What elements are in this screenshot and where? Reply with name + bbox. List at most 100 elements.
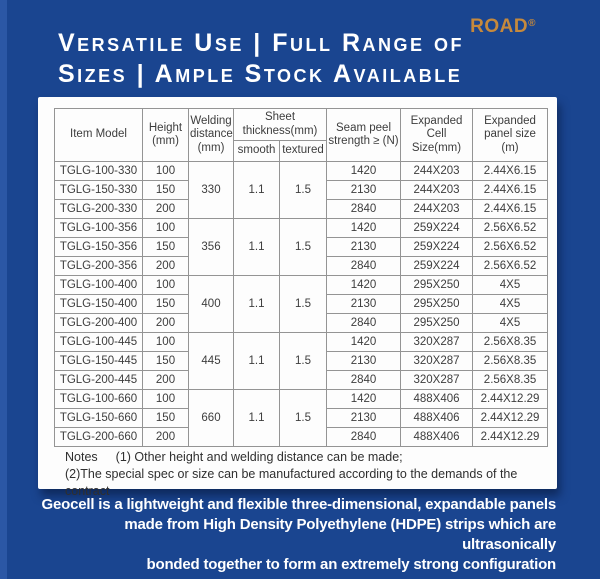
cell-thickness-textured: 1.5 [278, 389, 328, 447]
table-row: TGLG-200-660 200 2840 488X406 2.44X12.29 [54, 427, 549, 447]
cell-seam-peel-strength: 2130 [326, 408, 402, 428]
title-line-1: Versatile Use | Full Range of [58, 29, 464, 57]
caption-line-1: Geocell is a lightweight and flexible th… [41, 496, 557, 513]
cell-seam-peel-strength: 2840 [326, 427, 402, 447]
cell-seam-peel-strength: 1420 [326, 332, 402, 352]
brand-name: ROAD [470, 16, 529, 37]
notes-label: Notes [65, 450, 98, 464]
cell-thickness-textured: 1.5 [278, 332, 328, 390]
cell-expanded-cell-size: 488X406 [400, 408, 474, 428]
cell-welding-distance: 330 [188, 161, 234, 219]
cell-height: 100 [142, 161, 189, 181]
cell-thickness-smooth: 1.1 [233, 275, 280, 333]
table-row: TGLG-100-330 100 330 1.1 1.5 1420 244X203 2.44X… [54, 161, 549, 219]
cell-seam-peel-strength: 1420 [326, 161, 402, 181]
cell-item-model: TGLG-100-330 [54, 161, 143, 181]
cell-thickness-smooth: 1.1 [233, 389, 280, 447]
cell-height: 200 [142, 427, 189, 447]
cell-height: 150 [142, 408, 189, 428]
registered-trademark-symbol: ® [528, 18, 536, 29]
cell-welding-distance: 356 [188, 218, 234, 276]
spec-panel: Item Model Height (mm) Welding distance … [38, 97, 557, 498]
cell-height: 100 [142, 218, 189, 238]
cell-item-model: TGLG-150-400 [54, 294, 143, 314]
cell-item-model: TGLG-200-445 [54, 370, 143, 390]
cell-welding-distance: 445 [188, 332, 234, 390]
cell-expanded-cell-size: 320X287 [400, 370, 474, 390]
cell-height: 100 [142, 332, 189, 352]
cell-item-model: TGLG-100-356 [54, 218, 143, 238]
cell-expanded-panel-size: 2.44X12.29 [472, 389, 549, 409]
col-header-height: Height (mm) [142, 108, 189, 162]
col-header-sheet-thickness: Sheet thickness(mm) [232, 108, 328, 141]
cell-thickness-smooth: 1.1 [233, 161, 280, 219]
cell-seam-peel-strength: 2840 [326, 370, 402, 390]
table-row: TGLG-100-356 100 356 1.1 1.5 1420 259X224 2.56X… [54, 218, 549, 276]
cell-thickness-smooth: 1.1 [233, 218, 280, 276]
cell-expanded-cell-size: 320X287 [400, 351, 474, 371]
cell-expanded-panel-size: 2.56X8.35 [472, 351, 549, 371]
col-header-seam-peel-strength: Seam peel strength ≥ (N) [326, 108, 402, 162]
cell-height: 100 [142, 275, 189, 295]
cell-item-model: TGLG-200-330 [54, 199, 143, 219]
cell-expanded-panel-size: 2.44X6.15 [472, 161, 549, 181]
cell-expanded-panel-size: 4X5 [472, 294, 549, 314]
cell-expanded-cell-size: 244X203 [400, 199, 474, 219]
cell-thickness-textured: 1.5 [278, 275, 328, 333]
cell-height: 200 [142, 313, 189, 333]
table-row: TGLG-150-330 150 2130 244X203 2.44X6.15 [54, 180, 549, 200]
cell-item-model: TGLG-150-660 [54, 408, 143, 428]
notes-line-2: (2)The special spec or size can be manuf… [65, 467, 518, 498]
cell-seam-peel-strength: 2840 [326, 256, 402, 276]
cell-expanded-cell-size: 259X224 [400, 218, 474, 238]
cell-seam-peel-strength: 1420 [326, 389, 402, 409]
cell-expanded-cell-size: 244X203 [400, 161, 474, 181]
cell-expanded-panel-size: 2.56X6.52 [472, 256, 549, 276]
table-row: TGLG-150-356 150 2130 259X224 2.56X6.52 [54, 237, 549, 257]
col-header-textured: textured [278, 140, 328, 162]
cell-height: 200 [142, 199, 189, 219]
cell-height: 150 [142, 351, 189, 371]
cell-expanded-cell-size: 259X224 [400, 256, 474, 276]
table-row: TGLG-100-660 100 660 1.1 1.5 1420 488X406 2.44X… [54, 389, 549, 447]
page-title: Versatile Use | Full Range of Sizes | Am… [58, 28, 464, 90]
table-row: TGLG-200-356 200 2840 259X224 2.56X6.52 [54, 256, 549, 276]
cell-expanded-cell-size: 244X203 [400, 180, 474, 200]
cell-seam-peel-strength: 2130 [326, 351, 402, 371]
cell-item-model: TGLG-200-660 [54, 427, 143, 447]
cell-expanded-panel-size: 4X5 [472, 275, 549, 295]
cell-item-model: TGLG-100-445 [54, 332, 143, 352]
cell-item-model: TGLG-150-445 [54, 351, 143, 371]
cell-welding-distance: 660 [188, 389, 234, 447]
cell-expanded-cell-size: 259X224 [400, 237, 474, 257]
cell-height: 100 [142, 389, 189, 409]
table-row: TGLG-150-400 150 2130 295X250 4X5 [54, 294, 549, 314]
cell-seam-peel-strength: 1420 [326, 218, 402, 238]
cell-expanded-cell-size: 295X250 [400, 313, 474, 333]
col-header-smooth: smooth [233, 140, 280, 162]
cell-expanded-panel-size: 2.56X8.35 [472, 370, 549, 390]
cell-thickness-smooth: 1.1 [233, 332, 280, 390]
cell-height: 150 [142, 237, 189, 257]
caption-line-3: bonded together to form an extremely str… [146, 556, 557, 573]
caption-line-2: made from High Density Polyethylene (HDP… [124, 516, 556, 553]
col-header-expanded-cell-size: Expanded Cell Size(mm) [400, 108, 474, 162]
col-header-welding-distance: Welding distance (mm) [188, 108, 234, 162]
table-row: TGLG-200-330 200 2840 244X203 2.44X6.15 [54, 199, 549, 219]
cell-seam-peel-strength: 2130 [326, 180, 402, 200]
cell-expanded-panel-size: 2.56X6.52 [472, 237, 549, 257]
notes-text-1: (1) Other height and welding distance ca… [115, 450, 403, 464]
brand-logo: ROAD® [470, 16, 536, 38]
cell-thickness-textured: 1.5 [278, 161, 328, 219]
cell-expanded-cell-size: 320X287 [400, 332, 474, 352]
cell-item-model: TGLG-200-356 [54, 256, 143, 276]
cell-item-model: TGLG-100-660 [54, 389, 143, 409]
cell-seam-peel-strength: 2840 [326, 313, 402, 333]
cell-item-model: TGLG-150-356 [54, 237, 143, 257]
cell-height: 200 [142, 256, 189, 276]
notes-line-1: Notes (1) Other height and welding distan… [65, 449, 545, 466]
cell-expanded-panel-size: 2.56X6.52 [472, 218, 549, 238]
cell-expanded-panel-size: 2.44X12.29 [472, 427, 549, 447]
caption: Geocell is a lightweight and flexible th… [0, 495, 600, 575]
